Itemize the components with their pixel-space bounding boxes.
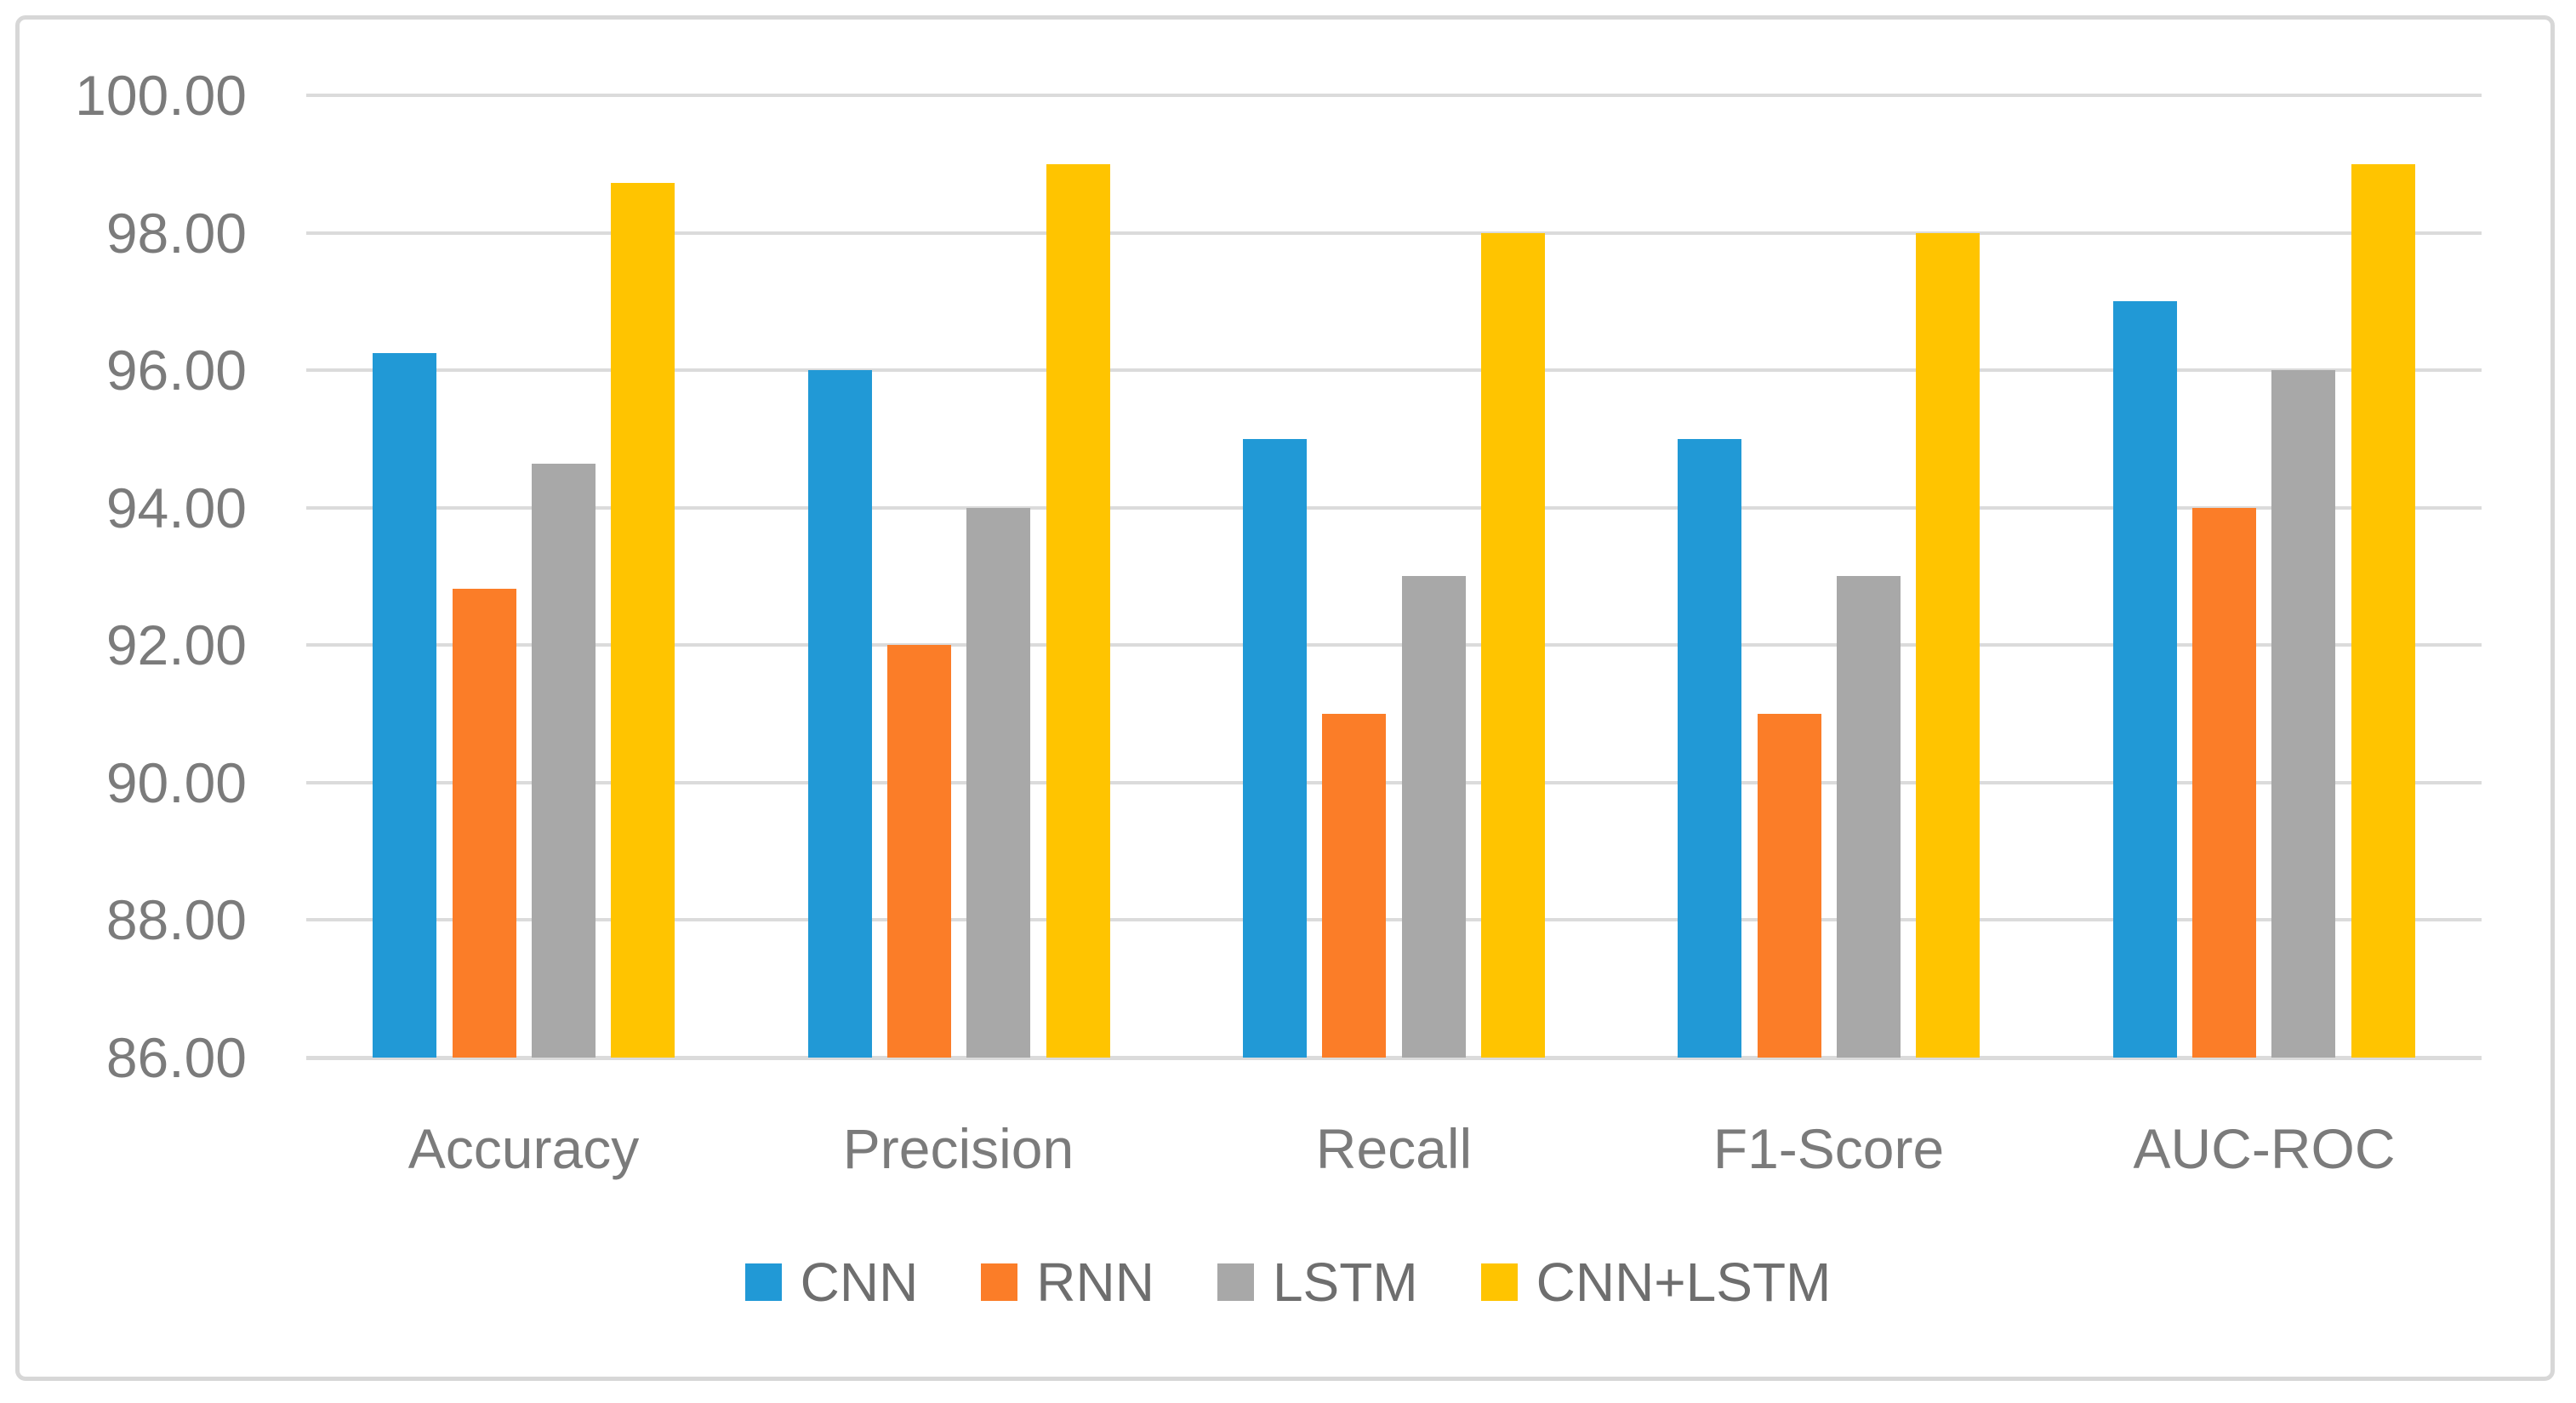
legend-label: RNN xyxy=(1036,1252,1154,1313)
x-category-label: AUC-ROC xyxy=(2133,1117,2396,1180)
bar-precision-cnn-lstm xyxy=(1046,164,1110,1058)
x-category-label: Precision xyxy=(842,1117,1074,1180)
legend-item-cnn: CNN xyxy=(744,1251,919,1314)
bar-recall-cnn xyxy=(1243,439,1307,1058)
y-axis-tick-label: 96.00 xyxy=(105,339,247,402)
legend-swatch-icon xyxy=(981,1263,1018,1301)
gridline xyxy=(306,781,2482,784)
legend-label: CNN+LSTM xyxy=(1536,1252,1832,1313)
legend-label: CNN xyxy=(800,1252,919,1313)
legend-item-rnn: RNN xyxy=(981,1251,1154,1314)
bar-accuracy-cnn-lstm xyxy=(611,183,675,1058)
gridline xyxy=(306,643,2482,647)
legend-swatch-icon xyxy=(1480,1263,1518,1301)
y-axis-tick-label: 86.00 xyxy=(105,1026,247,1089)
bar-precision-lstm xyxy=(966,508,1030,1058)
bar-auc-roc-lstm xyxy=(2271,370,2335,1058)
legend-item-cnn-lstm: CNN+LSTM xyxy=(1480,1251,1832,1314)
legend: CNN RNN LSTM CNN+LSTM xyxy=(0,1251,2576,1314)
y-axis-tick-label: 92.00 xyxy=(105,613,247,676)
bar-f1-score-cnn xyxy=(1678,439,1741,1058)
x-category-label: Accuracy xyxy=(407,1117,640,1180)
gridline xyxy=(306,918,2482,921)
bar-f1-score-cnn-lstm xyxy=(1916,233,1980,1058)
gridline xyxy=(306,1056,2482,1060)
legend-label: LSTM xyxy=(1272,1252,1418,1313)
y-axis-tick-label: 94.00 xyxy=(105,476,247,539)
bar-accuracy-cnn xyxy=(373,353,436,1058)
y-axis-tick-label: 90.00 xyxy=(105,751,247,814)
y-axis-tick-label: 100.00 xyxy=(75,64,247,127)
bar-auc-roc-cnn xyxy=(2113,301,2177,1058)
bar-precision-rnn xyxy=(887,645,951,1058)
y-axis-tick-label: 98.00 xyxy=(105,202,247,265)
bar-recall-rnn xyxy=(1322,714,1386,1058)
bar-f1-score-lstm xyxy=(1837,576,1901,1058)
bar-recall-cnn-lstm xyxy=(1481,233,1545,1058)
bar-f1-score-rnn xyxy=(1758,714,1821,1058)
gridline xyxy=(306,506,2482,510)
x-category-label: F1-Score xyxy=(1713,1117,1945,1180)
bar-auc-roc-rnn xyxy=(2192,508,2256,1058)
gridline xyxy=(306,94,2482,97)
bar-accuracy-rnn xyxy=(453,589,516,1058)
gridline xyxy=(306,368,2482,372)
legend-swatch-icon xyxy=(744,1263,782,1301)
gridline xyxy=(306,231,2482,235)
bar-accuracy-lstm xyxy=(532,464,596,1058)
bar-auc-roc-cnn-lstm xyxy=(2351,164,2415,1058)
legend-swatch-icon xyxy=(1217,1263,1254,1301)
y-axis-tick-label: 88.00 xyxy=(105,888,247,951)
legend-item-lstm: LSTM xyxy=(1217,1251,1418,1314)
bar-precision-cnn xyxy=(808,370,872,1058)
bar-recall-lstm xyxy=(1402,576,1466,1058)
x-category-label: Recall xyxy=(1315,1117,1473,1180)
